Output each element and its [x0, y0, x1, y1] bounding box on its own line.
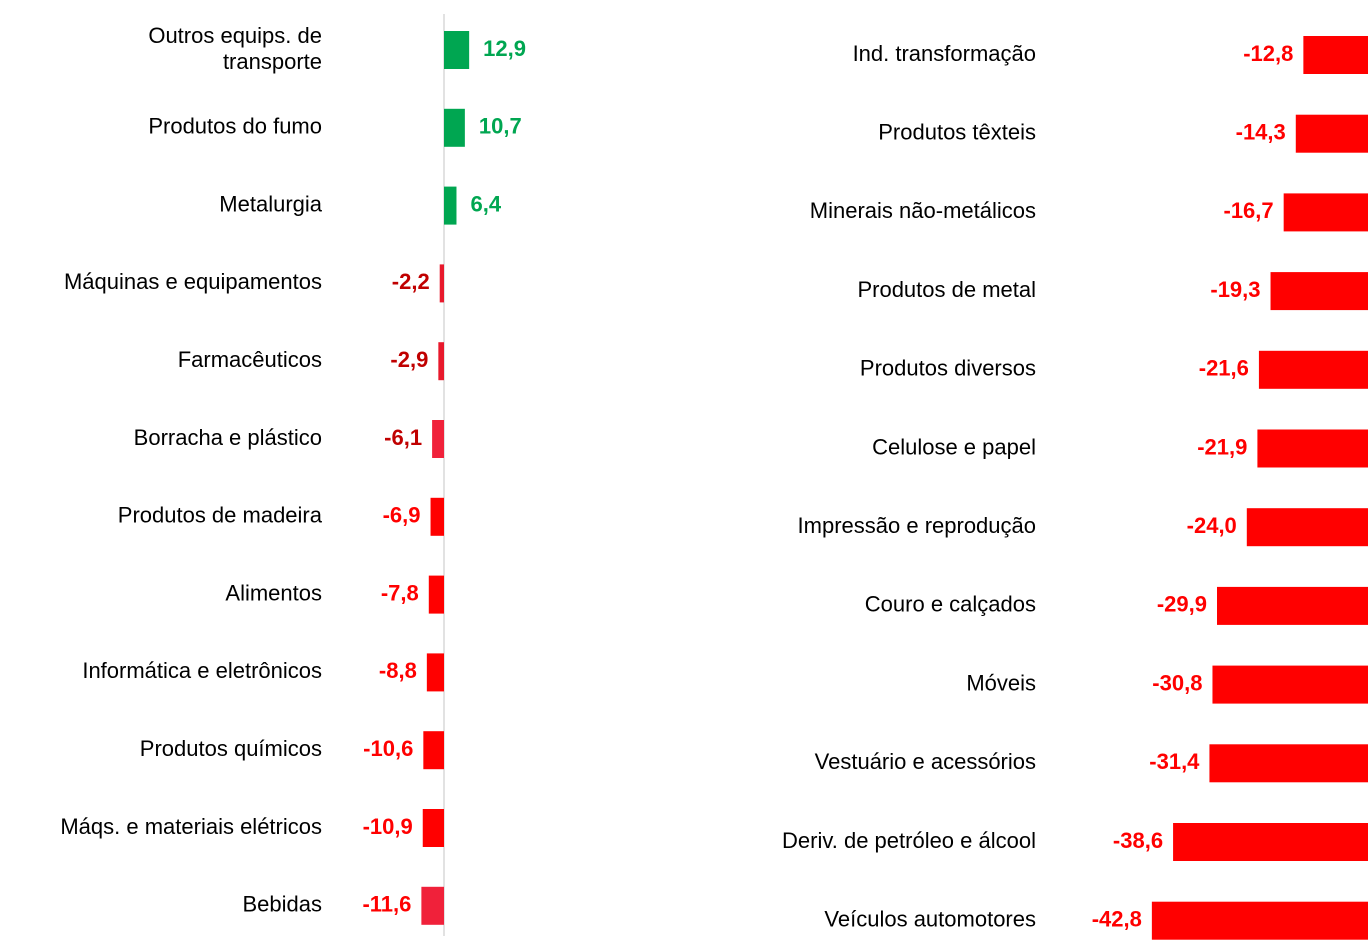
bar: [1217, 586, 1368, 625]
bar: [1151, 901, 1368, 940]
category-label: Produtos químicos: [140, 736, 322, 761]
bar: [1295, 114, 1368, 153]
category-label: Veículos automotores: [824, 907, 1036, 932]
bar: [1303, 36, 1368, 74]
value-label: -21,6: [1199, 356, 1249, 381]
value-label: -2,2: [392, 269, 430, 294]
category-label: Outros equips. de transporte: [148, 23, 322, 74]
category-label: Produtos têxteis: [878, 120, 1036, 145]
category-label: Produtos diversos: [860, 356, 1036, 381]
value-label: -12,8: [1243, 41, 1293, 66]
category-label: Produtos de metal: [857, 277, 1036, 302]
value-label: -19,3: [1210, 277, 1260, 302]
category-label: Celulose e papel: [872, 434, 1036, 459]
category-label: Impressão e reprodução: [798, 513, 1036, 538]
category-label: Deriv. de petróleo e álcool: [782, 828, 1036, 853]
category-label: Máquinas e equipamentos: [64, 269, 322, 294]
value-label: -2,9: [390, 347, 428, 372]
bar: [444, 186, 457, 225]
value-label: -8,8: [379, 658, 417, 683]
bar: [1270, 272, 1368, 311]
value-label: -38,6: [1113, 828, 1163, 853]
value-label: -10,9: [363, 814, 413, 839]
value-label: -24,0: [1187, 513, 1237, 538]
value-label: -11,6: [362, 892, 411, 917]
bar: [426, 653, 444, 692]
bar: [1212, 665, 1368, 704]
value-label: -14,3: [1236, 120, 1286, 145]
value-label: -30,8: [1152, 670, 1202, 695]
category-label: Borracha e plástico: [134, 425, 322, 450]
category-label: Móveis: [966, 670, 1036, 695]
value-label: -6,1: [384, 425, 422, 450]
category-label: Produtos do fumo: [148, 114, 322, 139]
category-label: Minerais não-metálicos: [810, 198, 1036, 223]
category-label: Alimentos: [225, 580, 322, 605]
value-label: 6,4: [470, 191, 501, 216]
bar: [1257, 429, 1368, 468]
value-label: -7,8: [381, 580, 419, 605]
value-label: -16,7: [1224, 198, 1274, 223]
bar: [444, 31, 470, 69]
value-label: -42,8: [1092, 907, 1142, 932]
category-label: Máqs. e materiais elétricos: [60, 814, 322, 839]
bar: [432, 420, 444, 458]
category-label: Couro e calçados: [865, 592, 1036, 617]
bar: [430, 497, 444, 536]
value-label: -31,4: [1149, 749, 1200, 774]
bar: [1209, 744, 1368, 783]
bar: [444, 108, 465, 147]
category-label: Vestuário e acessórios: [815, 749, 1036, 774]
value-label: 12,9: [483, 36, 526, 61]
bar: [423, 731, 444, 770]
bar: [422, 809, 444, 847]
category-label: Informática e eletrônicos: [82, 658, 322, 683]
value-label: -21,9: [1197, 434, 1247, 459]
bar: [428, 575, 444, 614]
value-label: -10,6: [363, 736, 413, 761]
value-label: -6,9: [383, 503, 421, 528]
category-label: Metalurgia: [219, 191, 322, 216]
value-label: 10,7: [479, 114, 522, 139]
category-label: Ind. transformação: [853, 41, 1036, 66]
bar: [1173, 823, 1368, 861]
bar: [439, 264, 444, 303]
category-label: Bebidas: [242, 892, 322, 917]
category-label: Produtos de madeira: [118, 503, 323, 528]
bar: [1246, 508, 1368, 547]
category-label: Farmacêuticos: [178, 347, 322, 372]
bar: [1283, 193, 1368, 232]
value-label: -29,9: [1157, 592, 1207, 617]
bar: [438, 342, 444, 381]
bar: [421, 886, 444, 925]
bar: [1258, 350, 1368, 389]
